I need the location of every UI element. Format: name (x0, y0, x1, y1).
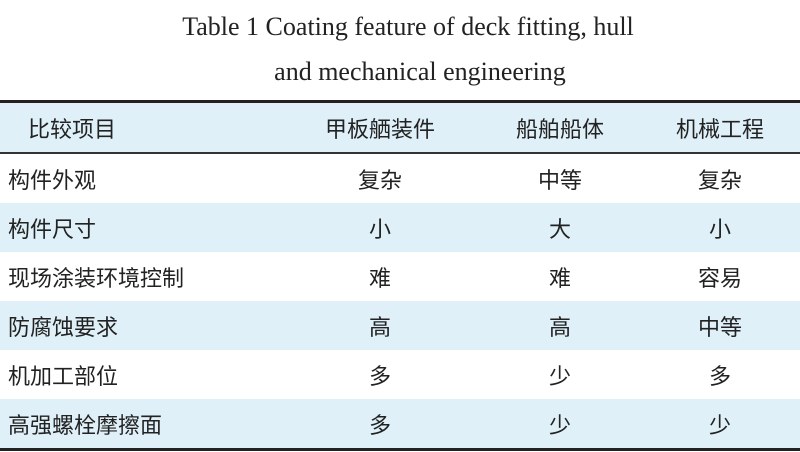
cell: 难 (548, 266, 571, 292)
header-cell: 甲板舾装件 (280, 100, 480, 154)
cell: 中等 (640, 301, 800, 350)
cell: 多 (280, 399, 480, 451)
cell: 高 (280, 301, 480, 350)
row-label: 构件外观 (8, 168, 97, 194)
cell: 难 (368, 266, 391, 292)
row-label: 现场涂装环境控制 (8, 266, 185, 292)
header-cell: 机械工程 (640, 100, 800, 154)
cell: 少 (548, 364, 571, 390)
cell: 小 (280, 203, 480, 252)
table-row: 高强螺栓摩擦面多少少 (0, 399, 800, 451)
row-label: 高强螺栓摩擦面 (0, 399, 280, 451)
cell: 复杂 (357, 168, 402, 194)
cell: 多 (708, 364, 731, 390)
comparison-table: 比较项目 甲板舾装件 船舶船体 机械工程 构件外观 复杂 中等 复杂 构件尺寸小大小 … (0, 100, 800, 451)
cell: 复杂 (697, 168, 742, 194)
cell: 小 (640, 203, 800, 252)
table-row: 现场涂装环境控制 难 难 容易 (0, 252, 800, 301)
cell: 少 (480, 399, 640, 451)
table-row: 机加工部位 多 少 多 (0, 350, 800, 399)
cell: 少 (640, 399, 800, 451)
row-label: 构件尺寸 (0, 203, 280, 252)
table-header-row: 比较项目 甲板舾装件 船舶船体 机械工程 (0, 100, 800, 154)
header-cell: 船舶船体 (480, 100, 640, 154)
cell: 多 (368, 364, 391, 390)
cell: 中等 (537, 168, 582, 194)
cell: 大 (480, 203, 640, 252)
cell: 容易 (697, 266, 742, 292)
table-row: 防腐蚀要求高高中等 (0, 301, 800, 350)
table-title: Table 1 Coating feature of deck fitting,… (182, 12, 634, 41)
row-label: 防腐蚀要求 (0, 301, 280, 350)
cell: 高 (480, 301, 640, 350)
table-row: 构件外观 复杂 中等 复杂 (0, 153, 800, 203)
row-label: 机加工部位 (8, 364, 119, 390)
table-title-continued: and mechanical engineering (274, 57, 566, 86)
table-row: 构件尺寸小大小 (0, 203, 800, 252)
header-cell: 比较项目 (0, 100, 280, 154)
